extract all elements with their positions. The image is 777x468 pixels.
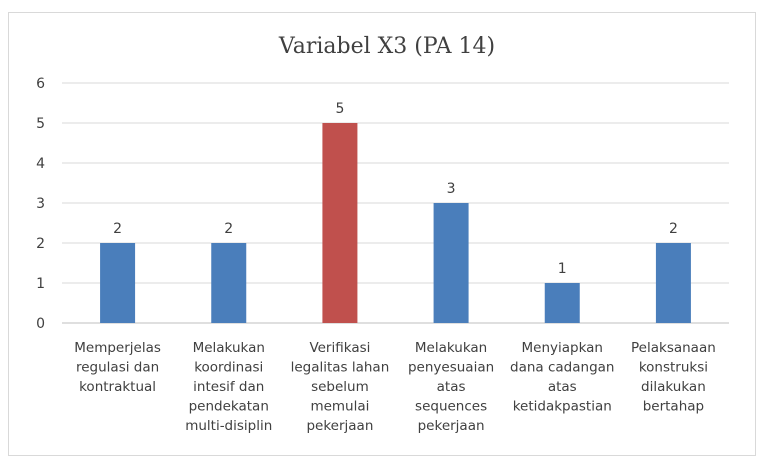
x-tick-label: Menyiapkan dana cadangan atas ketidakpastia… — [510, 340, 614, 415]
x-tick-label: Pelaksanaan konstruksi dilakukan bertahap — [631, 340, 716, 415]
y-tick-label: 4 — [36, 156, 45, 172]
bar — [100, 243, 136, 323]
data-label: 2 — [113, 221, 122, 237]
y-axis-ticks: 0 1 2 3 4 5 6 — [36, 76, 45, 332]
bar — [211, 243, 247, 323]
data-label: 2 — [224, 221, 233, 237]
y-tick-label: 5 — [36, 116, 45, 132]
gridlines — [62, 82, 729, 324]
bar — [433, 203, 469, 323]
data-label: 2 — [669, 221, 678, 237]
y-tick-label: 2 — [36, 236, 45, 252]
x-tick-label: Verifikasi legalitas lahan sebelum memulai p… — [291, 340, 390, 434]
x-tick-label: Melakukan penyesuaian atas sequences pekerja… — [408, 340, 494, 434]
bars — [100, 123, 691, 323]
x-axis-categories: Memperjelas regulasi dan kontraktual Melaku… — [74, 340, 716, 434]
y-tick-label: 6 — [36, 76, 45, 92]
y-tick-label: 3 — [36, 196, 45, 212]
data-label: 1 — [558, 261, 567, 277]
x-tick-label: Memperjelas regulasi dan kontraktual — [74, 340, 161, 395]
chart-frame: Variabel X3 (PA 14) 0 1 2 3 4 5 6 2 2 5 3 1 2 Mempe… — [8, 12, 756, 456]
x-tick-label: Melakukan koordinasi intesif dan pendekatan… — [185, 340, 272, 434]
bar-chart: Variabel X3 (PA 14) 0 1 2 3 4 5 6 2 2 5 3 1 2 Mempe… — [36, 34, 729, 434]
bar — [544, 283, 580, 323]
data-label: 5 — [335, 101, 344, 117]
bar — [655, 243, 691, 323]
data-labels: 2 2 5 3 1 2 — [113, 101, 678, 277]
y-tick-label: 1 — [36, 276, 45, 292]
data-label: 3 — [447, 181, 456, 197]
bar — [322, 123, 358, 323]
chart-title: Variabel X3 (PA 14) — [278, 34, 495, 59]
y-tick-label: 0 — [36, 316, 45, 332]
